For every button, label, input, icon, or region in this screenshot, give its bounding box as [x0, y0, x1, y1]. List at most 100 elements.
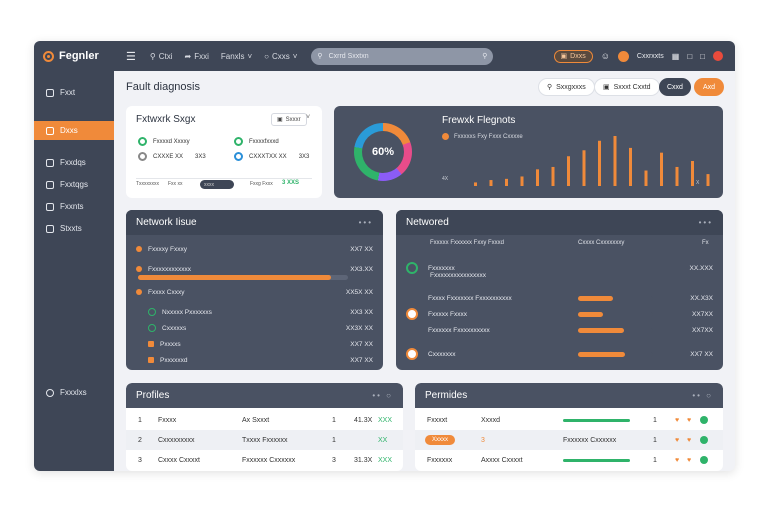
card-title: Permides	[425, 390, 468, 401]
issue-row[interactable]: Fxxxx Cxxxy XX5X XX	[136, 286, 373, 298]
sidebar-item-fxxnts[interactable]: Fxxnts	[34, 197, 114, 216]
footer-mid: Fxx xx	[168, 181, 183, 187]
heart-icon[interactable]: ♥	[687, 436, 692, 444]
table-row[interactable]: 2 Cxxxxxxxxx Txxxx Fxxxxxx 1 XX	[126, 430, 403, 450]
chart-bar	[582, 150, 586, 186]
menu-icon[interactable]: ☰	[126, 50, 136, 63]
cell-detail: Axxxx Cxxxxt	[481, 456, 523, 464]
issue-row[interactable]: Cxxxxxs XX3X XX	[136, 322, 373, 334]
chevron-down-icon[interactable]: ˅	[306, 114, 311, 121]
heart-icon[interactable]: ♥	[675, 436, 680, 444]
more-icon[interactable]: •• ○	[372, 391, 393, 400]
status-ring-icon	[406, 262, 418, 274]
toggle-switch[interactable]: xxxx	[200, 180, 234, 189]
search-icon: ⚲	[149, 51, 156, 61]
heart-icon[interactable]: ♥	[687, 456, 692, 464]
topbar-item-1[interactable]: ⚲ Ctxi	[150, 52, 173, 61]
network-issues-card: Network Iisue ••• Fxxxxy Fxxxy XX7 XX Fxxxx…	[126, 210, 383, 370]
sidebar-footer[interactable]: Fxxxlxs	[34, 383, 114, 402]
table-row[interactable]: 3 Cxxxx Cxxxxt Fxxxxxx Cxxxxxx 3 31.3X XXX	[126, 450, 403, 470]
axis-label-left: 4X	[442, 176, 449, 182]
sidebar-item-dxxs[interactable]: Dxxs	[34, 121, 114, 140]
table-row[interactable]: Fxxxxt Xxxxd 1 ♥ ♥	[415, 410, 723, 430]
stage-item-name: Fxxxxd Xxxxy	[153, 138, 190, 145]
check-icon	[138, 137, 147, 146]
chart-bar	[629, 147, 632, 186]
heart-icon[interactable]: ♥	[675, 416, 680, 424]
topbar-item-label: Cxxs	[271, 51, 290, 61]
cell-count: 1	[653, 416, 657, 424]
sidebar-item-fxxdqs[interactable]: Fxxdqs	[34, 153, 114, 172]
more-icon[interactable]: •••	[698, 218, 713, 227]
alert-badge[interactable]	[713, 51, 723, 61]
list-icon	[46, 180, 54, 189]
sidebar-item-label: Fxxtqgs	[60, 180, 89, 189]
table-row[interactable]: Fxxxxxx Axxxx Cxxxxt 1 ♥ ♥	[415, 450, 723, 470]
search-input[interactable]: ⚲ Cxrrd Sxxtxn ⚲	[311, 47, 494, 65]
avatar[interactable]	[617, 50, 629, 62]
topbar-item-4[interactable]: ○ Cxxs ˅	[264, 52, 297, 61]
issue-row[interactable]: Pxxxxs XX7 XX	[136, 338, 373, 350]
sidebar-item-fxxt[interactable]: Fxxt	[34, 83, 114, 102]
sidebar-item-stxxts[interactable]: Stxxts	[34, 219, 114, 238]
row-pill[interactable]: Xxxxx	[425, 435, 456, 445]
notification-icon[interactable]: □	[687, 51, 693, 61]
heart-icon[interactable]: ♥	[687, 416, 692, 424]
networked-label: Fxxxx Fxxxxxxx Fxxxxxxxxxx	[428, 294, 512, 302]
more-icon[interactable]: •••	[358, 218, 373, 227]
issue-row[interactable]: Nxxxxx Pxxxxxxs XX3 XX	[136, 306, 373, 318]
chart-bar	[567, 156, 570, 186]
dark-button[interactable]: Cxxd	[659, 78, 691, 96]
table-row[interactable]: Xxxxx 3 Fxxxxxx Cxxxxxx 1 ♥ ♥	[415, 430, 723, 450]
status-pill[interactable]: ▣ Dxxs	[553, 49, 593, 63]
stage-dropdown[interactable]: ▣ Sxxxr	[271, 113, 307, 126]
stage-item[interactable]: Fxxxxd Xxxxy	[138, 137, 190, 146]
info-icon	[234, 152, 243, 161]
topbar-item-label: Fxxi	[194, 51, 209, 61]
networked-row[interactable]: Fxxxxxx Fxxxxxxxxxx XX7XX	[406, 324, 713, 336]
card-title: Profiles	[136, 390, 170, 401]
cell-num: 2	[138, 436, 142, 444]
issue-row[interactable]: Pxxxxxxd XX7 XX	[136, 354, 373, 366]
issue-progress-fill	[138, 275, 332, 280]
more-icon[interactable]: •• ○	[692, 391, 713, 400]
networked-card: Networed ••• Fxxxxx Fxxxxxx Fxxy Fxxxd Cx…	[396, 210, 723, 370]
progress-bar	[563, 458, 630, 462]
progress-bar	[563, 418, 630, 422]
stage-item[interactable]: CXXXE XX 3X3	[138, 152, 206, 161]
networked-progress-bar	[578, 352, 653, 357]
networked-row[interactable]: Fxxxxxxx XX.XXX	[406, 262, 713, 274]
select-button[interactable]: ▣ Sxxxt Cxxtd	[594, 78, 660, 96]
heart-icon[interactable]: ♥	[675, 456, 680, 464]
brand[interactable]: Fegnler	[34, 50, 114, 62]
issue-label: Pxxxxxxd	[160, 356, 188, 364]
networked-row[interactable]: Fxxxx Fxxxxxxx Fxxxxxxxxxx XX.X3X	[406, 292, 713, 304]
issue-row[interactable]: Fxxxxy Fxxxy XX7 XX	[136, 243, 373, 255]
search-submit-icon[interactable]: ⚲	[482, 53, 488, 60]
networked-label: Fxxxxxxx	[428, 264, 455, 272]
grid-icon[interactable]: ▦	[671, 51, 680, 61]
footer-right-value: 3 XXS	[282, 180, 300, 186]
stage-item[interactable]: Fxxxxfxxxd	[234, 137, 279, 146]
topbar-item-3[interactable]: Fanxls ˅	[221, 52, 252, 61]
add-button[interactable]: Axd	[694, 78, 724, 96]
networked-label: Fxxxxxx Fxxxxxxxxxx	[428, 326, 490, 334]
cell-status: XXX	[378, 416, 393, 424]
networked-row[interactable]: Fxxxxx Fxxxx XX7XX	[406, 308, 713, 320]
settings-button[interactable]: ⚲ Sxxgxxxs	[538, 78, 595, 96]
issue-value: XX7 XX	[350, 340, 373, 348]
app-name: Fegnler	[59, 50, 99, 62]
user-icon[interactable]: ☺	[600, 51, 610, 61]
topbar-item-2[interactable]: ➦ Fxxi	[185, 52, 209, 61]
window-icon[interactable]: □	[700, 51, 705, 61]
status-dot-icon	[136, 246, 142, 252]
permides-card: Permides •• ○ Fxxxxt Xxxxd 1 ♥ ♥ Xxxxx 3 Fxxxxxx…	[415, 383, 723, 471]
networked-row[interactable]: Cxxxxxxx XX7 XX	[406, 348, 713, 360]
table-row[interactable]: 1 Fxxxx Ax Sxxxt 1 41.3X XXX	[126, 410, 403, 430]
stage-item[interactable]: CXXXTXX XX 3X3	[234, 152, 309, 161]
issue-row[interactable]: Fxxxxxxxxxxxx XX3.XX	[136, 263, 373, 275]
sidebar-item-fxxtqgs[interactable]: Fxxtqgs	[34, 175, 114, 194]
chart-bar	[505, 178, 508, 186]
issue-label: Fxxxxy Fxxxy	[148, 245, 187, 253]
networked-label: Cxxxxxxx	[428, 350, 456, 358]
